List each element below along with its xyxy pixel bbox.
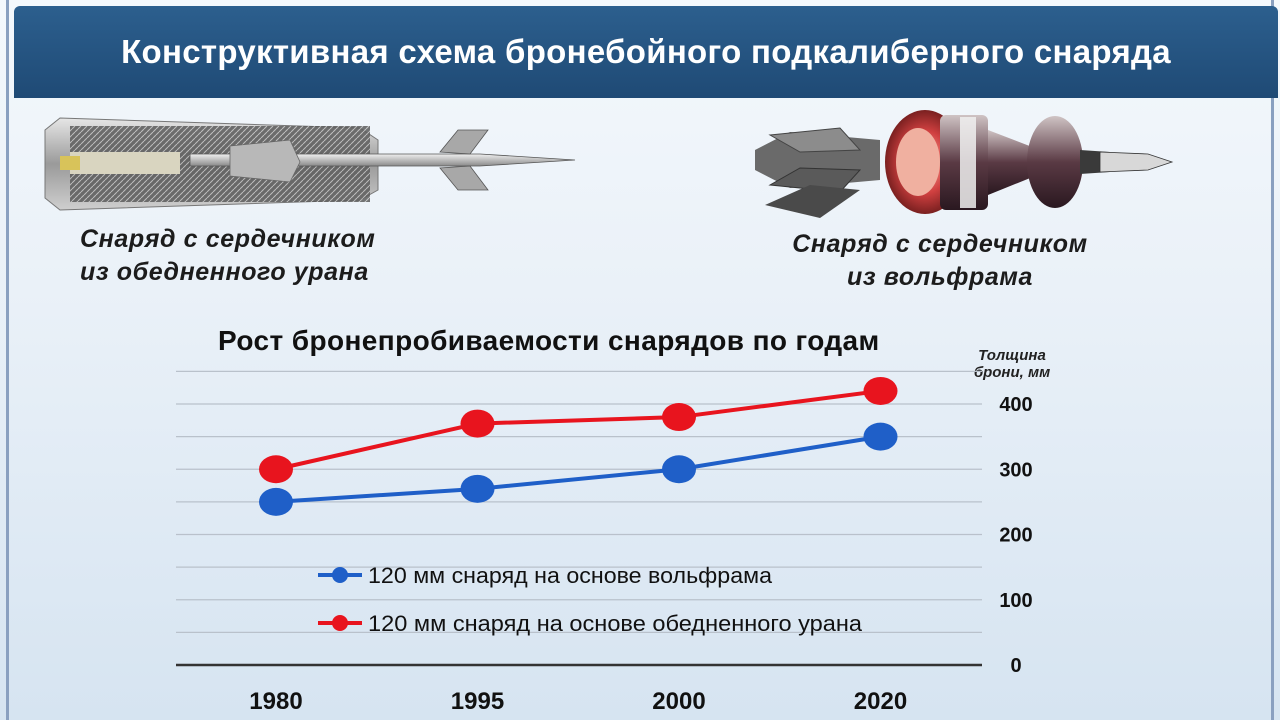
y-tick-label: 200: [999, 525, 1032, 547]
chart-title: Рост бронепробиваемости снарядов по года…: [218, 325, 880, 356]
x-tick-label: 2020: [854, 688, 907, 715]
x-tick-label: 1995: [451, 688, 504, 715]
y-axis-title-line-1: Толщина: [978, 347, 1046, 364]
title-bar: Конструктивная схема бронебойного подкал…: [14, 6, 1278, 98]
y-tick-label: 400: [999, 394, 1032, 416]
y-axis-title: Толщина брони, мм: [962, 347, 1062, 381]
uranium-caption-line-2: из обедненного урана: [80, 258, 369, 286]
uranium-caption-line-1: Снаряд с сердечником: [80, 225, 376, 253]
x-tick-label: 1980: [249, 688, 302, 715]
series-1-point: [460, 409, 495, 438]
x-tick-label: 2000: [652, 688, 705, 715]
series-1-point: [662, 403, 696, 432]
series-0-point: [259, 487, 293, 516]
series-1-point: [259, 455, 293, 484]
series-0-point: [662, 455, 696, 484]
slide-title: Конструктивная схема бронебойного подкал…: [121, 33, 1171, 70]
legend-label-1: 120 мм снаряд на основе обедненного уран…: [368, 611, 863, 636]
series-line-1: [275, 388, 881, 472]
y-axis-title-line-2: брони, мм: [973, 364, 1051, 381]
y-tick-label: 100: [999, 590, 1032, 612]
y-tick-label: 0: [1010, 655, 1021, 677]
legend-marker-1: [332, 615, 348, 631]
tungsten-caption: Снаряд с сердечником из вольфрама: [760, 228, 1120, 294]
series-0-point: [460, 474, 495, 503]
tungsten-caption-line-2: из вольфрама: [846, 263, 1033, 291]
series-0-point: [863, 422, 898, 451]
legend-marker-0: [332, 567, 348, 583]
y-tick-label: 300: [999, 459, 1032, 481]
legend-label-0: 120 мм снаряд на основе вольфрама: [368, 563, 773, 588]
tungsten-caption-line-1: Снаряд с сердечником: [792, 230, 1088, 258]
uranium-caption: Снаряд с сердечником из обедненного уран…: [80, 223, 440, 289]
series-line-0: [275, 434, 881, 504]
series-1-point: [863, 376, 898, 405]
